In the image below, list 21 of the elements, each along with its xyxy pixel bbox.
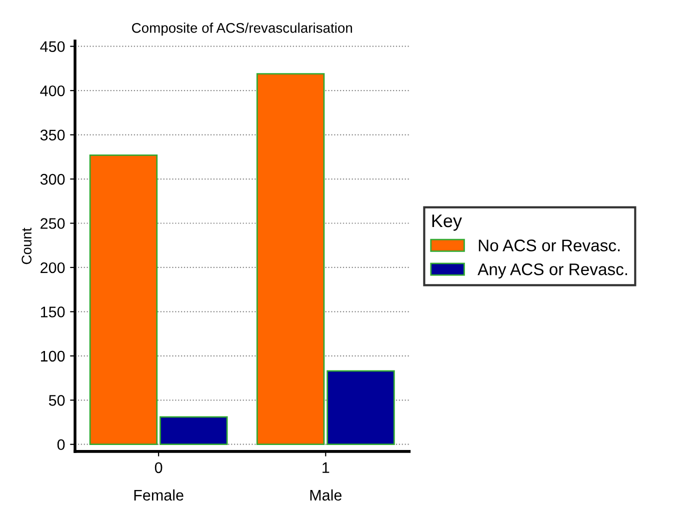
legend-label: No ACS or Revasc. (478, 240, 620, 252)
y-tick-label: 200 (40, 262, 65, 274)
y-tick-label: 100 (40, 350, 65, 362)
legend-title: Key (432, 214, 462, 231)
y-tick-label: 250 (40, 218, 65, 229)
bar (326, 370, 395, 446)
bar (256, 73, 325, 446)
bar (160, 416, 228, 446)
y-tick-label: 350 (40, 130, 65, 140)
y-tick-label: 150 (40, 306, 65, 318)
y-tick-label: 0 (57, 439, 65, 450)
chart-title: Composite of ACS/revascularisation (132, 22, 352, 36)
x-tick-label: 1 Male (310, 462, 342, 501)
y-axis-title: Count (22, 228, 32, 264)
y-tick-label: 400 (40, 85, 65, 96)
x-tick-label: 0 Female (134, 462, 184, 501)
legend-label: Any ACS or Revasc. (478, 263, 628, 279)
y-tick-label: 50 (48, 395, 65, 406)
y-tick-label: 450 (40, 41, 65, 52)
bar (89, 154, 158, 446)
y-tick-label: 300 (40, 174, 65, 185)
